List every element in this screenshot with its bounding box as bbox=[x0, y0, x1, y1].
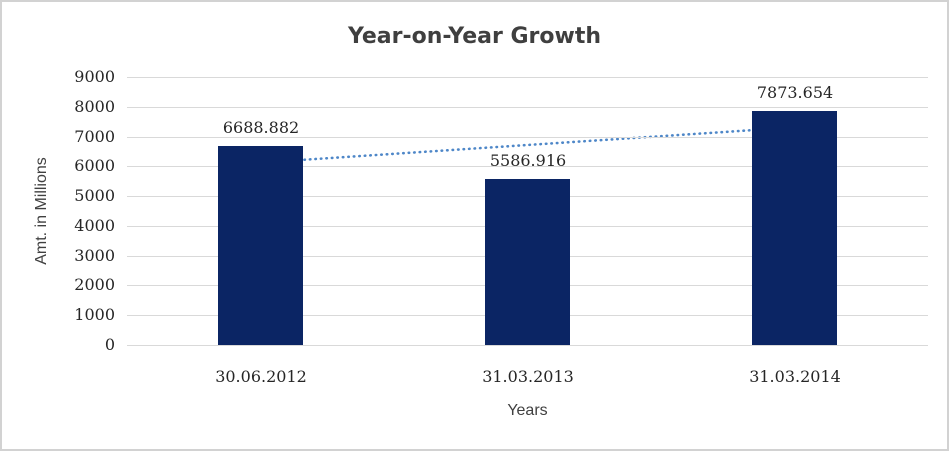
y-tick-label-8000: 8000 bbox=[74, 97, 115, 116]
y-tick-label-3000: 3000 bbox=[74, 246, 115, 265]
x-tick-label-30.06.2012: 30.06.2012 bbox=[215, 367, 307, 386]
x-tick-label-31.03.2014: 31.03.2014 bbox=[749, 367, 841, 386]
x-tick-label-31.03.2013: 31.03.2013 bbox=[482, 367, 574, 386]
y-tick-label-0: 0 bbox=[104, 335, 115, 354]
y-tick-label-2000: 2000 bbox=[74, 275, 115, 294]
x-axis-title: Years bbox=[507, 402, 548, 419]
y-axis-title: Amt. in Millions bbox=[33, 157, 50, 265]
y-tick-label-1000: 1000 bbox=[74, 305, 115, 324]
bar-value-label: 5586.916 bbox=[489, 151, 567, 170]
chart-title: Year-on-Year Growth bbox=[347, 24, 602, 49]
gridline-6000 bbox=[127, 166, 928, 167]
bar-value-label: 6688.882 bbox=[222, 118, 300, 137]
y-tick-label-4000: 4000 bbox=[74, 216, 115, 235]
y-tick-label-6000: 6000 bbox=[74, 156, 115, 175]
gridline-7000 bbox=[127, 137, 928, 138]
bar-31.03.2014[interactable] bbox=[752, 111, 837, 345]
y-tick-label-7000: 7000 bbox=[74, 127, 115, 146]
gridline-9000 bbox=[127, 77, 928, 78]
gridline-8000 bbox=[127, 107, 928, 108]
gridline-0 bbox=[127, 345, 928, 346]
bar-30.06.2012[interactable] bbox=[218, 146, 303, 345]
y-tick-label-5000: 5000 bbox=[74, 186, 115, 205]
bar-value-label: 7873.654 bbox=[756, 83, 834, 102]
bar-31.03.2013[interactable] bbox=[485, 179, 570, 345]
y-tick-label-9000: 9000 bbox=[74, 67, 115, 86]
